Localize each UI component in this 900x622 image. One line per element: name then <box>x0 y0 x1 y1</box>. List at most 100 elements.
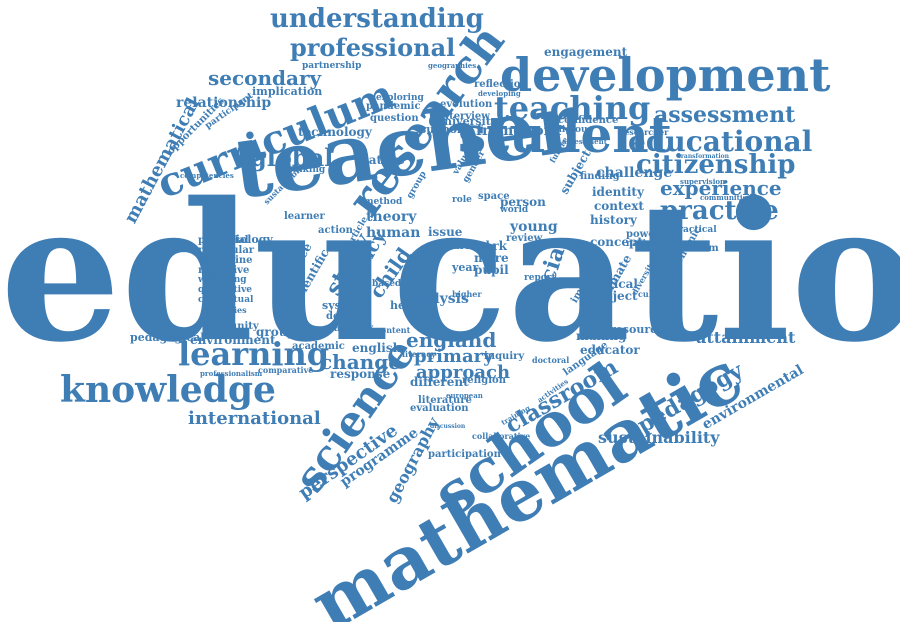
word-qualitative: qualitative <box>198 285 253 295</box>
word-knowledge: knowledge <box>60 369 276 411</box>
word-university: university <box>436 115 498 128</box>
word-strategies: strategies <box>202 305 247 315</box>
word-practice: practice <box>660 196 779 226</box>
word-developing: developing <box>478 89 521 98</box>
word-response: response <box>330 367 391 381</box>
word-concept: concept <box>590 235 643 249</box>
word-reflection: reflection <box>474 79 528 90</box>
word-learning: learning <box>178 335 330 373</box>
word-approach: approach <box>416 362 511 383</box>
word-cultural: cultural <box>638 289 674 299</box>
word-analysis: analysis <box>406 291 469 307</box>
word-competencies: competencies <box>180 171 234 180</box>
word-problem: problem <box>672 243 719 254</box>
word-geographies: geographies <box>428 61 477 70</box>
word-project: project <box>590 289 638 303</box>
word-evaluation: evaluation <box>410 403 469 414</box>
word-implication: implication <box>252 85 323 98</box>
word-conceptual: conceptual <box>198 295 254 305</box>
word-particular: particular <box>198 245 255 256</box>
word-practical: practical <box>672 225 717 235</box>
word-design: design <box>326 311 364 322</box>
word-assessment-small: assessment <box>562 137 607 146</box>
word-theory: theory <box>366 209 417 225</box>
word-human: human <box>366 225 421 241</box>
word-secondary: secondary <box>208 66 322 90</box>
word-pupil: pupil <box>474 263 509 277</box>
word-academic: academic <box>292 341 345 352</box>
word-pedagogical: pedagogical <box>130 331 205 344</box>
word-nature: nature <box>360 153 405 167</box>
word-identity: identity <box>592 185 644 199</box>
word-discussion: discussion <box>430 423 466 430</box>
word-change: change <box>320 350 401 374</box>
word-global: global <box>250 143 334 172</box>
word-finding: finding <box>580 171 620 182</box>
word-relationship: relationship <box>176 95 272 111</box>
word-attainment: attainment <box>696 328 796 347</box>
word-method: method <box>364 197 403 207</box>
word-person: person <box>500 195 546 209</box>
word-transformation: transformation <box>678 153 729 160</box>
word-biology: biology <box>228 233 273 246</box>
word-action: action <box>318 225 353 236</box>
word-year: year <box>452 261 479 274</box>
word-work: work <box>474 239 507 253</box>
word-space: space <box>478 191 510 202</box>
word-religious: religious <box>548 125 593 135</box>
word-experience: experience <box>660 176 782 200</box>
word-resource: resource <box>610 323 664 336</box>
word-doctoral: doctoral <box>532 355 570 365</box>
word-professional: professional <box>290 33 456 62</box>
word-grouping: grouping <box>256 325 318 339</box>
word-evolution: evolution <box>440 99 493 110</box>
word-european: european <box>446 391 483 400</box>
word-discipline: discipline <box>198 255 253 266</box>
word-wellbeing: wellbeing <box>198 275 247 285</box>
word-assessment: assessment <box>654 102 796 128</box>
word-student: student <box>458 105 672 164</box>
word-making: making <box>576 329 627 343</box>
word-pandemic: pandemic <box>366 101 421 112</box>
word-content: content <box>376 325 411 335</box>
word-environment: environment <box>190 333 276 347</box>
word-agency: agency <box>334 323 374 334</box>
word-review: review <box>506 233 543 244</box>
word-religion: religion <box>462 375 506 386</box>
word-role: role <box>452 195 472 205</box>
word-educator: educator <box>580 343 640 357</box>
word-confidence: confidence <box>558 115 619 126</box>
word-communities: communities <box>700 193 751 202</box>
word-report: report <box>524 273 556 283</box>
word-supervision: supervision <box>680 177 726 186</box>
word-history: history <box>590 213 637 227</box>
word-question: question <box>370 113 419 124</box>
word-community: community <box>196 321 259 332</box>
word-sustainability: sustainability <box>598 428 720 447</box>
word-health: health <box>390 299 430 312</box>
word-researcher: researcher <box>620 127 669 137</box>
word-framework: framework <box>476 123 561 139</box>
word-teaching: teaching <box>494 89 651 127</box>
word-interview: interview <box>438 111 490 122</box>
word-more: more <box>474 251 509 265</box>
word-challenge: challenge <box>596 165 673 181</box>
word-learner: learner <box>284 211 325 222</box>
word-understanding: understanding <box>270 4 484 34</box>
word-potential: potential <box>198 235 249 246</box>
word-support: support <box>420 123 468 136</box>
word-national: national <box>626 239 668 249</box>
word-technology: technology <box>298 125 372 139</box>
word-english: english <box>352 341 402 355</box>
word-higher: higher <box>452 289 482 299</box>
word-different: different <box>410 375 469 389</box>
word-literacy: literacy <box>402 349 436 359</box>
word-powerful: powerful <box>626 229 676 240</box>
word-system: system <box>322 299 365 312</box>
word-comparative: comparative <box>258 365 314 375</box>
word-thinking: thinking <box>282 165 326 175</box>
word-literature: literature <box>418 395 472 406</box>
word-international: international <box>188 408 321 429</box>
word-issue: issue <box>428 225 463 239</box>
